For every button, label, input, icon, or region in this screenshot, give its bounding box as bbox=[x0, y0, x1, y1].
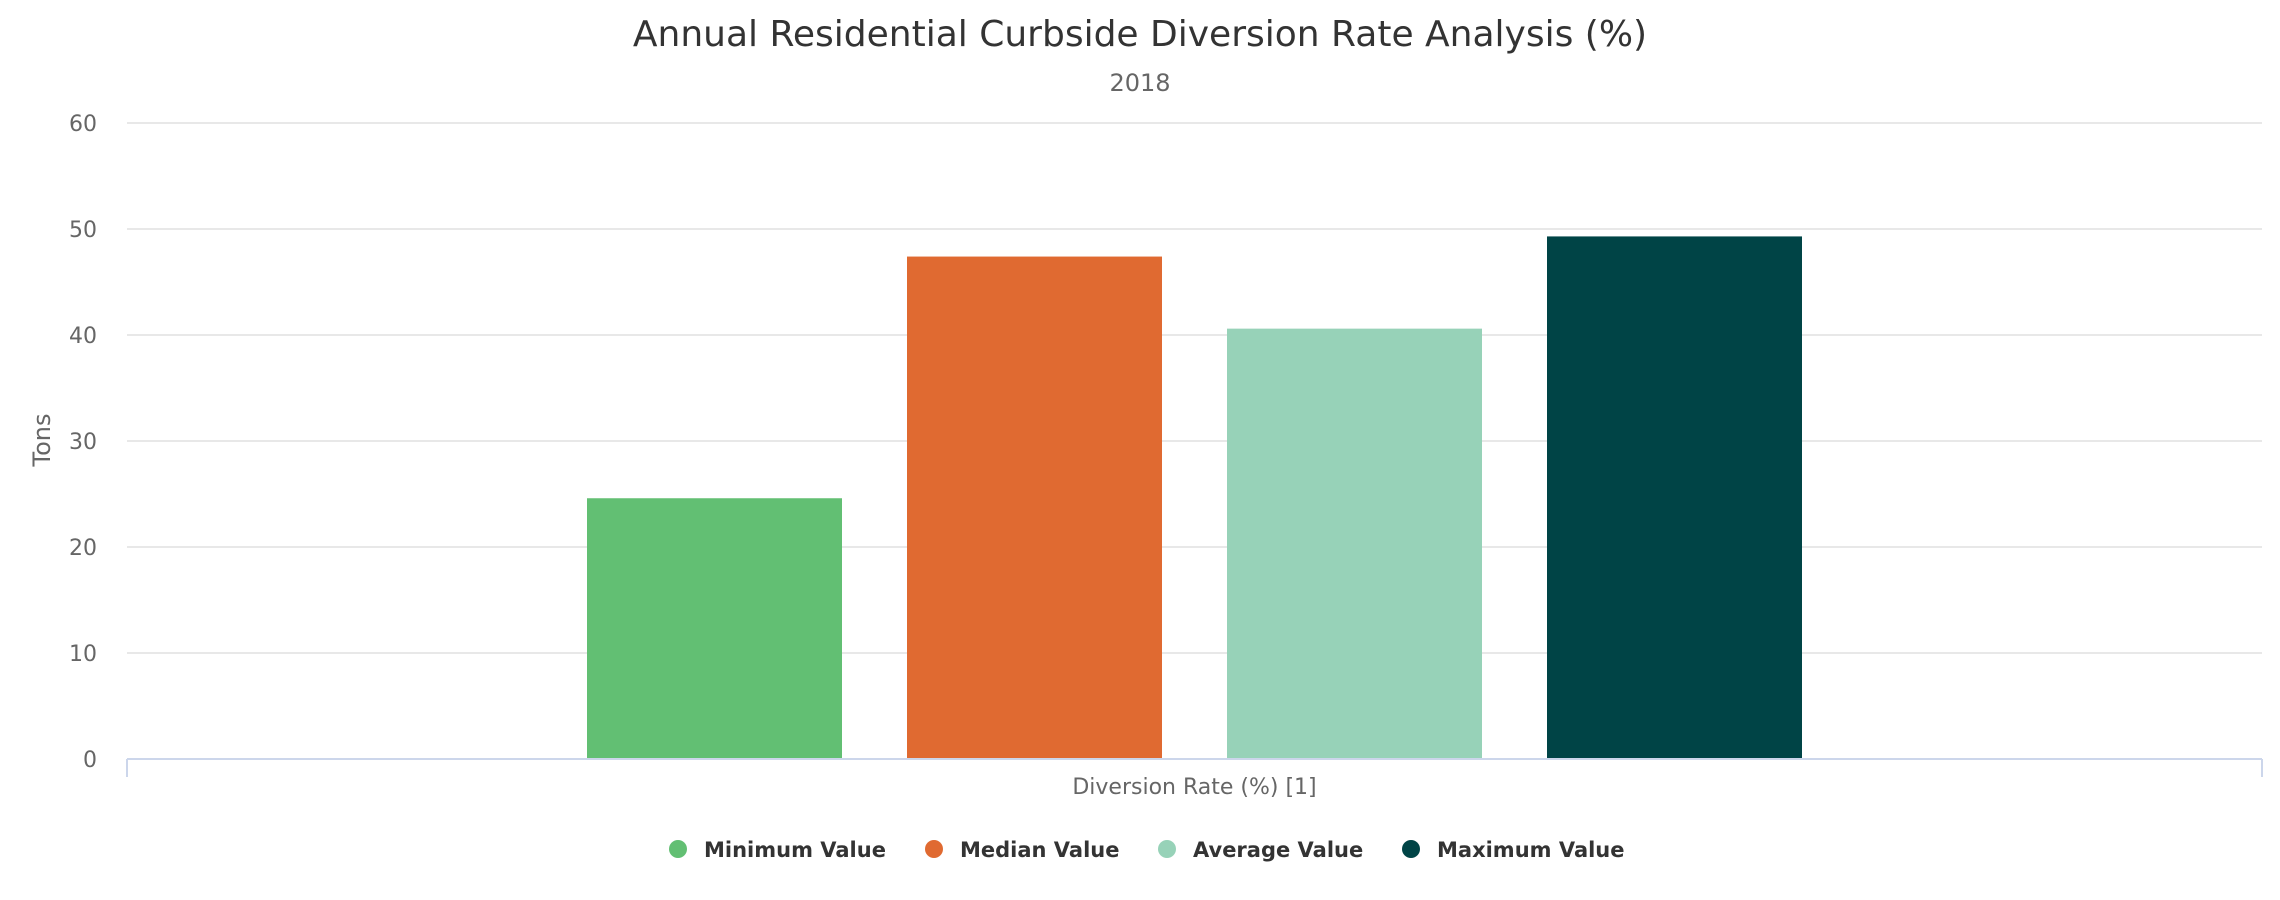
legend-item-minimum-value[interactable]: Minimum Value bbox=[669, 838, 886, 862]
bar-average-value[interactable] bbox=[1227, 328, 1482, 759]
legend-item-average-value[interactable]: Average Value bbox=[1158, 838, 1363, 862]
legend-marker bbox=[1402, 840, 1420, 858]
y-tick-label: 40 bbox=[69, 324, 97, 349]
y-axis-label: Tons bbox=[28, 414, 56, 468]
bar-median-value[interactable] bbox=[907, 256, 1162, 759]
legend[interactable]: Minimum Value Median Value Average Value Ma… bbox=[669, 838, 1625, 862]
y-tick-label: 0 bbox=[83, 748, 97, 773]
legend-label: Minimum Value bbox=[704, 838, 886, 862]
x-axis: Diversion Rate (%) [1] bbox=[126, 758, 2263, 800]
y-tick-label: 30 bbox=[69, 430, 97, 455]
legend-item-median-value[interactable]: Median Value bbox=[925, 838, 1119, 862]
y-tick-label: 20 bbox=[69, 536, 97, 561]
chart-subtitle: 2018 bbox=[1109, 69, 1170, 97]
legend-label: Median Value bbox=[960, 838, 1119, 862]
y-tick-label: 50 bbox=[69, 218, 97, 243]
legend-marker bbox=[1158, 840, 1176, 858]
legend-item-maximum-value[interactable]: Maximum Value bbox=[1402, 838, 1625, 862]
y-tick-label: 10 bbox=[69, 642, 97, 667]
x-category-label: Diversion Rate (%) [1] bbox=[1072, 775, 1316, 800]
chart-title: Annual Residential Curbside Diversion Ra… bbox=[633, 14, 1647, 55]
legend-label: Average Value bbox=[1193, 838, 1363, 862]
y-tick-label: 60 bbox=[69, 112, 97, 137]
legend-marker bbox=[669, 840, 687, 858]
bar-minimum-value[interactable] bbox=[587, 498, 842, 759]
bar-maximum-value[interactable] bbox=[1547, 236, 1802, 760]
gridlines bbox=[127, 122, 2262, 654]
y-axis-ticks: 0 10 20 30 40 50 60 bbox=[69, 112, 97, 773]
bars bbox=[587, 236, 1802, 760]
legend-marker bbox=[925, 840, 943, 858]
legend-label: Maximum Value bbox=[1437, 838, 1625, 862]
